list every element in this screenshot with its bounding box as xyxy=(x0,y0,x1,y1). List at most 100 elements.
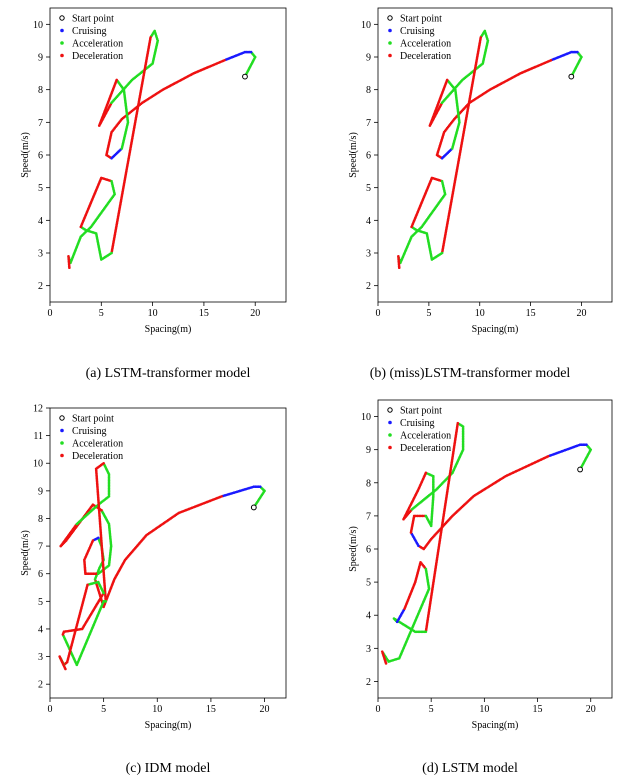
legend-label: Deceleration xyxy=(400,51,451,62)
trajectory-segment-deceleration xyxy=(110,36,152,253)
y-tick-label: 3 xyxy=(38,652,43,663)
y-axis-title: Speed(m/s) xyxy=(20,132,31,178)
trajectory-segment-deceleration xyxy=(397,254,401,270)
y-axis-title: Speed(m/s) xyxy=(20,530,31,576)
legend-label: Acceleration xyxy=(72,439,123,450)
x-tick-label: 20 xyxy=(250,308,260,319)
x-tick-label: 20 xyxy=(586,704,596,715)
legend-label: Start point xyxy=(400,14,442,25)
y-tick-label: 5 xyxy=(366,578,371,589)
trajectory-segment-acceleration xyxy=(107,546,113,567)
trajectory-segment-acceleration xyxy=(120,122,129,150)
trajectory-segment-acceleration xyxy=(150,29,156,38)
trajectory-segment-acceleration xyxy=(107,524,113,548)
trajectory-segment-deceleration xyxy=(428,102,443,127)
legend-label: Acceleration xyxy=(400,431,451,442)
trajectory-segment-acceleration xyxy=(122,89,130,124)
panel-caption: (d) LSTM model xyxy=(422,761,518,776)
legend-label: Start point xyxy=(72,414,114,425)
legend-marker xyxy=(60,428,64,433)
y-tick-label: 4 xyxy=(366,216,371,227)
trajectory-segment-acceleration xyxy=(103,463,111,476)
trajectory-segment-deceleration xyxy=(83,558,87,574)
trajectory-segment-deceleration xyxy=(146,511,181,536)
trajectory-segment-cruising xyxy=(110,148,122,160)
trajectory-segment-cruising xyxy=(551,50,573,61)
trajectory-segment-deceleration xyxy=(413,562,422,584)
trajectory-segment-acceleration xyxy=(151,40,159,65)
y-tick-label: 10 xyxy=(361,20,371,31)
x-tick-label: 10 xyxy=(479,704,489,715)
trajectory-segment-cruising xyxy=(395,608,406,624)
trajectory-segment-acceleration xyxy=(429,496,435,528)
trajectory-segment-deceleration xyxy=(409,516,416,534)
y-tick-label: 6 xyxy=(38,569,43,580)
x-tick-label: 0 xyxy=(376,704,381,715)
y-tick-label: 8 xyxy=(366,478,371,489)
panel-caption: (a) LSTM-transformer model xyxy=(86,366,251,381)
trajectory-segment-deceleration xyxy=(402,509,413,521)
legend-marker xyxy=(388,445,392,450)
trajectory-segment-cruising xyxy=(548,443,582,458)
chart-panel-3: 0 5 10 15 20 2 3 4 5 6 7 8 9 10 11 12 Spacing(m) Speed(m/… xyxy=(20,404,287,776)
trajectory-segment-deceleration xyxy=(430,176,442,182)
data-point xyxy=(64,667,67,671)
trajectory-segment-deceleration xyxy=(441,36,483,253)
trajectory-segment-cruising xyxy=(440,148,453,160)
trajectory-segment-deceleration xyxy=(380,650,388,665)
y-tick-label: 2 xyxy=(366,677,371,688)
y-tick-label: 8 xyxy=(366,85,371,96)
trajectory-segment-deceleration xyxy=(178,495,223,514)
y-tick-label: 6 xyxy=(366,151,371,162)
trajectory-segment-deceleration xyxy=(436,130,446,155)
legend-label: Start point xyxy=(72,14,114,25)
legend-marker-start xyxy=(387,407,393,413)
y-axis-title: Speed(m/s) xyxy=(348,526,359,572)
trajectory-segment-deceleration xyxy=(94,467,107,602)
legend-label: Deceleration xyxy=(72,451,123,462)
trajectory-segment-deceleration xyxy=(473,474,507,497)
y-tick-label: 9 xyxy=(366,445,371,456)
y-tick-label: 10 xyxy=(33,20,43,31)
trajectory-segment-deceleration xyxy=(59,523,78,548)
legend-marker-start xyxy=(59,15,65,21)
legend-marker-start xyxy=(387,15,393,21)
trajectory-segment-acceleration xyxy=(76,600,105,665)
legend-marker xyxy=(60,453,64,458)
trajectory-segment-acceleration xyxy=(440,79,463,105)
y-tick-label: 9 xyxy=(38,53,43,64)
x-tick-label: 5 xyxy=(99,308,104,319)
trajectory-segment-deceleration xyxy=(435,153,443,159)
trajectory-segment-deceleration xyxy=(505,454,550,477)
trajectory-segment-acceleration xyxy=(461,63,483,82)
trajectory-segment-acceleration xyxy=(248,57,256,69)
x-tick-label: 5 xyxy=(426,308,431,319)
trajectory-segment-acceleration xyxy=(107,474,111,498)
y-tick-label: 9 xyxy=(38,486,43,497)
y-tick-label: 10 xyxy=(33,459,43,470)
start-point-marker xyxy=(250,504,257,511)
legend-label: Cruising xyxy=(72,26,106,37)
trajectory-segment-acceleration xyxy=(101,251,113,261)
trajectory-segment-deceleration xyxy=(403,582,416,610)
trajectory-segment-deceleration xyxy=(424,421,460,632)
trajectory-segment-acceleration xyxy=(577,52,583,59)
trajectory-segment-acceleration xyxy=(421,192,447,227)
trajectory-segment-cruising xyxy=(245,50,253,54)
legend-marker xyxy=(60,28,64,33)
y-tick-label: 4 xyxy=(366,611,371,622)
trajectory-segment-deceleration xyxy=(97,102,113,127)
trajectory-segment-acceleration xyxy=(392,617,398,623)
legend-marker xyxy=(388,41,392,45)
trajectory-segment-deceleration xyxy=(113,558,127,580)
trajectory-segment-cruising xyxy=(580,443,588,447)
trajectory-segment-acceleration xyxy=(87,580,100,586)
trajectory-segment-deceleration xyxy=(429,78,449,126)
trajectory-segment-acceleration xyxy=(424,567,431,589)
trajectory-segment-deceleration xyxy=(84,572,98,576)
trajectory-segment-acceleration xyxy=(100,510,111,526)
x-axis-title: Spacing(m) xyxy=(145,720,192,731)
trajectory-segment-cruising xyxy=(571,50,579,54)
trajectory-segment-deceleration xyxy=(66,583,89,662)
trajectory-segment-deceleration xyxy=(412,514,426,518)
